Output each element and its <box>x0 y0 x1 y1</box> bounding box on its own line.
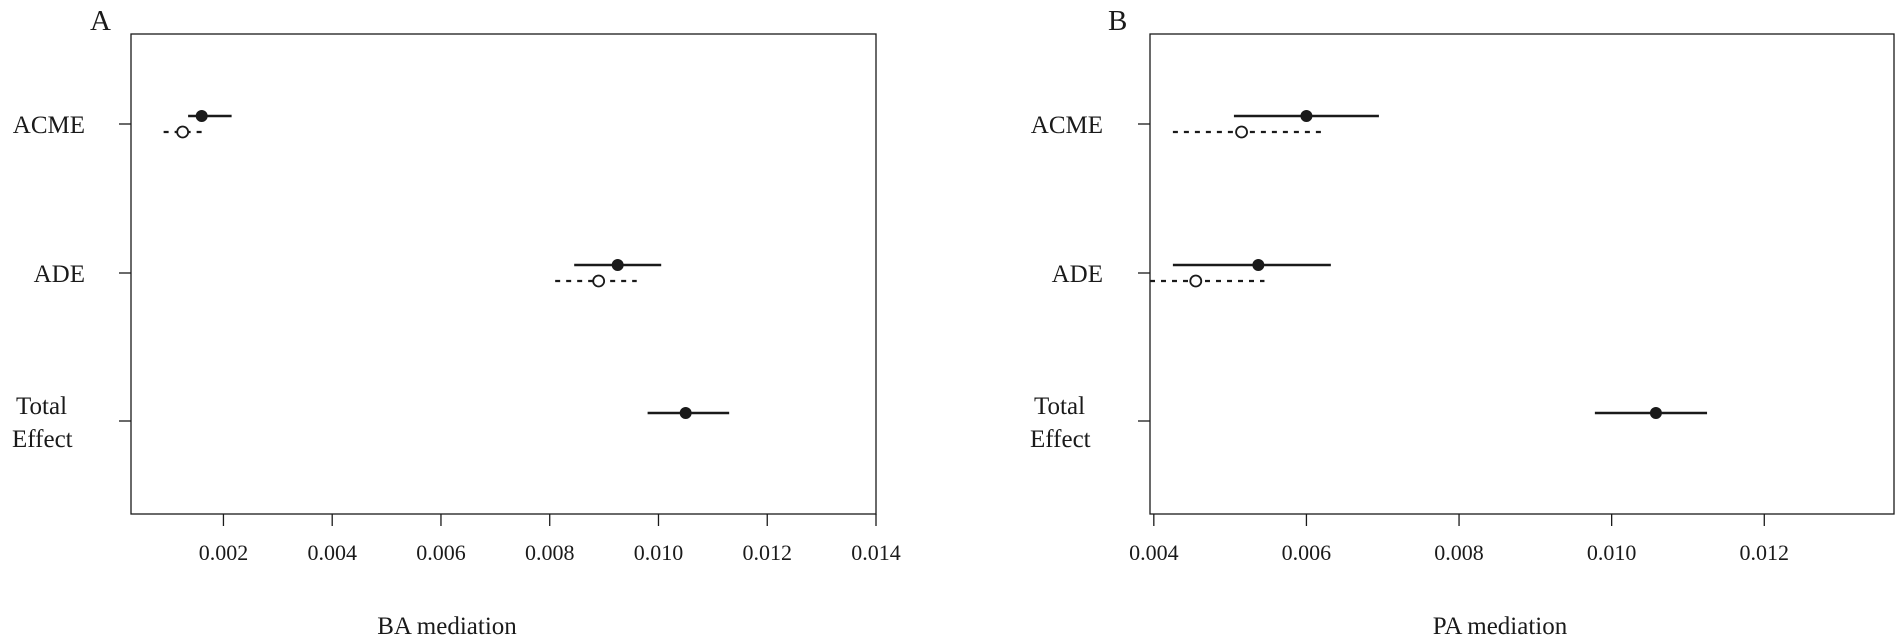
row-label-line: Effect <box>1030 426 1091 453</box>
x-tick-label: 0.014 <box>851 540 901 565</box>
x-tick-label: 0.004 <box>1129 540 1179 565</box>
panel-a: A ACME ADE Total Effect 0.002 0.004 0.006 0.008 0… <box>12 5 901 640</box>
point-estimate-filled <box>611 259 624 271</box>
x-tick-label: 0.012 <box>1740 540 1790 565</box>
row-label: Total Effect <box>1030 393 1091 453</box>
point-estimate-open <box>176 125 190 139</box>
row-label: ADE <box>1052 261 1103 288</box>
x-tick-label: 0.002 <box>199 540 249 565</box>
point-estimate-filled <box>679 407 692 419</box>
x-tick-label: 0.012 <box>742 540 792 565</box>
x-tick-label: 0.006 <box>1282 540 1332 565</box>
x-tick-label: 0.010 <box>1587 540 1637 565</box>
row-label-line: Effect <box>12 426 73 453</box>
row-label-line: Total <box>1034 393 1085 420</box>
row-label-line: Total <box>16 393 67 420</box>
panel-label: A <box>90 5 111 37</box>
point-estimate-filled <box>1649 407 1662 419</box>
x-axis-label: PA mediation <box>1433 613 1568 640</box>
x-tick-label: 0.010 <box>634 540 684 565</box>
point-estimate-open <box>1235 125 1248 139</box>
row-label: ACME <box>13 112 85 139</box>
x-axis-label: BA mediation <box>377 613 517 640</box>
row-label: Total Effect <box>12 393 73 453</box>
row-label: ADE <box>34 261 85 288</box>
x-tick-label: 0.008 <box>1434 540 1484 565</box>
point-estimate-filled <box>195 110 208 122</box>
x-tick-label: 0.006 <box>416 540 466 565</box>
point-estimate-open <box>592 274 606 288</box>
x-tick-label: 0.008 <box>525 540 575 565</box>
point-estimate-open <box>1189 274 1203 288</box>
panel-label: B <box>1108 5 1127 37</box>
plot-frame <box>130 33 877 515</box>
point-estimate-filled <box>1252 259 1265 271</box>
panel-b: B ACME ADE Total Effect 0.004 0.006 0.008 0.010 0… <box>1030 5 1895 640</box>
point-estimate-filled <box>1300 110 1313 122</box>
row-label: ACME <box>1031 112 1103 139</box>
x-tick-label: 0.004 <box>307 540 357 565</box>
plot-frame <box>1149 33 1895 515</box>
